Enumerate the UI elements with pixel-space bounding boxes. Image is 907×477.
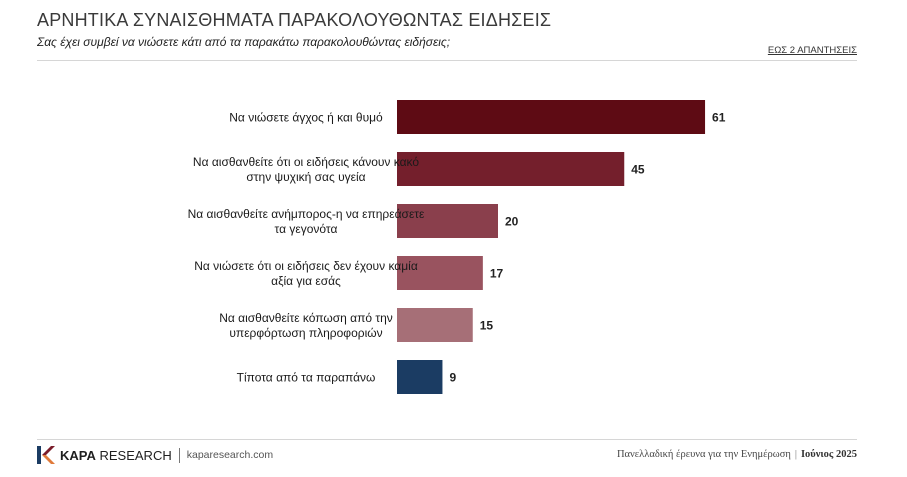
survey-date: Ιούνιος 2025 bbox=[800, 449, 857, 460]
data-label-5: 15 bbox=[480, 319, 494, 333]
data-label-3: 20 bbox=[505, 215, 519, 229]
footer-divider bbox=[37, 439, 857, 440]
category-label-4: Να νιώσετε ότι οι ειδήσεις δεν έχουν καμ… bbox=[194, 259, 418, 288]
footer-logo: KAPA RESEARCH kaparesearch.com bbox=[37, 446, 273, 464]
category-label-5: Να αισθανθείτε κόπωση από την υπερφόρτωση… bbox=[219, 311, 393, 340]
brand-name: KAPA RESEARCH bbox=[60, 447, 172, 463]
brand-separator bbox=[178, 447, 180, 463]
category-label-6: Τίποτα από τα παραπάνω bbox=[237, 371, 376, 385]
category-label-3: Να αισθανθείτε ανήμπορος-η να επηρεάσετε… bbox=[188, 207, 425, 236]
kapa-logo-icon bbox=[37, 446, 55, 464]
bar-1 bbox=[397, 100, 706, 134]
bar-6 bbox=[397, 360, 443, 394]
bar-5 bbox=[397, 308, 473, 342]
category-label-2: Να αισθανθείτε ότι οι ειδήσεις κάνουν κα… bbox=[193, 155, 420, 184]
survey-name: Πανελλαδική έρευνα για την Ενημέρωση bbox=[616, 449, 791, 460]
website-link[interactable]: kaparesearch.com bbox=[186, 449, 274, 461]
answers-note: ΕΩΣ 2 ΑΠΑΝΤΗΣΕΙΣ bbox=[767, 45, 857, 56]
bar-3 bbox=[397, 204, 498, 238]
bar-2 bbox=[397, 152, 625, 186]
data-label-4: 17 bbox=[490, 267, 504, 281]
footer-divider-glyph: | bbox=[794, 449, 797, 460]
chart-subtitle: Σας έχει συμβεί να νιώσετε κάτι από τα π… bbox=[37, 35, 451, 49]
data-label-1: 61 bbox=[712, 111, 726, 125]
footer-survey-info: Πανελλαδική έρευνα για την Ενημέρωση | Ιού… bbox=[617, 449, 857, 460]
category-label-1: Να νιώσετε άγχος ή και θυμό bbox=[229, 111, 383, 125]
header-divider bbox=[37, 60, 857, 61]
data-label-6: 9 bbox=[449, 371, 456, 385]
bar-4 bbox=[397, 256, 483, 290]
chart-title: ΑΡΝΗΤΙΚΑ ΣΥΝΑΙΣΘΗΜΑΤΑ ΠΑΡΑΚΟΛΟΥΘΩΝΤΑΣ ΕΙ… bbox=[37, 10, 552, 30]
data-label-2: 45 bbox=[631, 163, 645, 177]
